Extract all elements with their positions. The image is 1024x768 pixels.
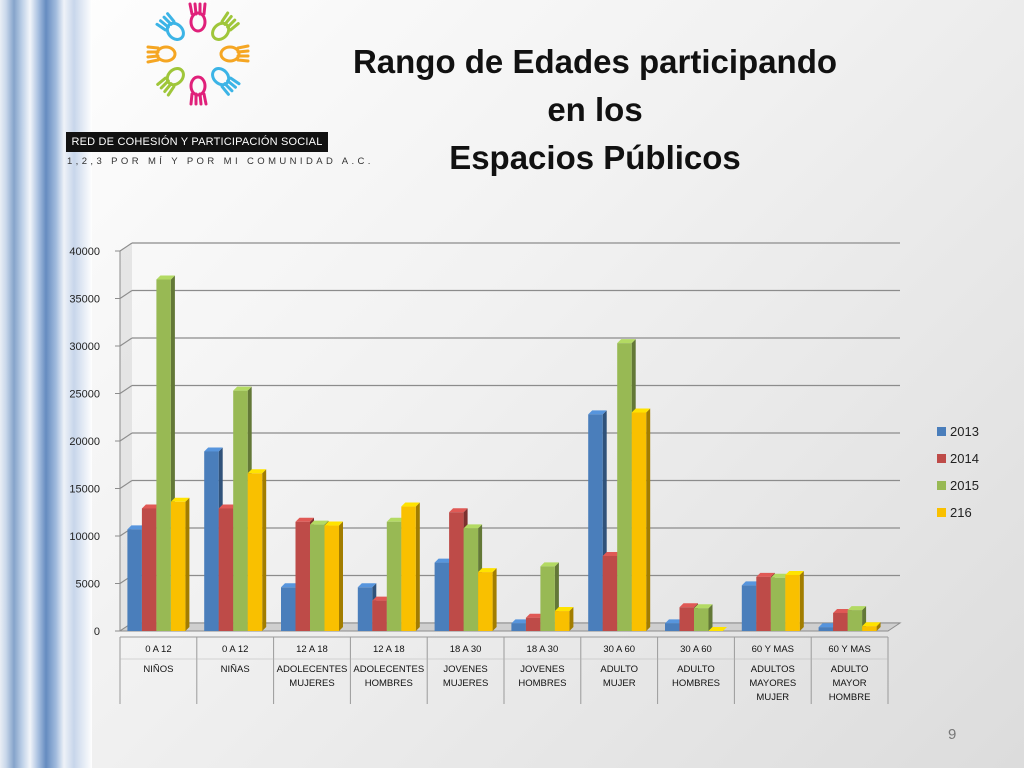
x-group-label: ADOLECENTES [353,664,424,675]
x-tick-label: 12 A 18 [373,644,405,655]
x-group-label: HOMBRE [829,692,871,703]
x-group-label: ADULTOS [751,664,795,675]
x-group-label: ADULTO [831,664,869,675]
x-group-label: MUJER [603,678,636,689]
x-group-label: NIÑAS [221,664,250,675]
chart-title: Rango de Edades participando en los Espa… [330,38,860,182]
logo-band-text: RED DE COHESIÓN Y PARTICIPACIÓN SOCIAL [66,132,328,152]
y-tick-label: 20000 [69,436,100,448]
y-tick-label: 5000 [76,579,100,591]
bar [554,607,574,631]
hand-icon [189,75,208,106]
x-tick-label: 12 A 18 [296,644,328,655]
logo [130,0,270,112]
legend-swatch [937,454,946,463]
hand-icon [146,45,177,64]
chart-title-line2: en los [547,91,643,128]
legend-label: 2014 [950,451,979,466]
gridline-diagonal [119,242,133,252]
x-group-label: JOVENES [443,664,487,675]
x-group-label: HOMBRES [672,678,720,689]
hand-icon [156,67,185,97]
x-group-label: MAYOR [833,678,867,689]
gridline-diagonal [119,385,133,394]
y-tick-label: 25000 [69,389,100,401]
decorative-left-stripe [0,0,92,768]
legend-swatch [937,481,946,490]
x-tick-label: 0 A 12 [145,644,171,655]
x-group-label: MUJERES [289,678,334,689]
y-tick-label: 30000 [69,341,100,353]
bar [324,521,343,631]
logo-subtitle: 1,2,3 POR MÍ Y POR MI COMUNIDAD A.C. [67,156,374,167]
bar [708,627,727,631]
x-tick-label: 60 Y MAS [752,644,794,655]
y-tick-label: 35000 [69,294,100,306]
gridline-diagonal [119,337,133,347]
y-tick-label: 15000 [69,484,100,496]
bar [478,568,497,631]
hand-icon [211,11,240,41]
gridline-diagonal [119,432,133,442]
hand-icon [188,2,207,33]
x-tick-label: 30 A 60 [680,644,712,655]
hand-icon [219,44,250,63]
bar [247,469,267,631]
x-tick-label: 18 A 30 [527,644,559,655]
bar [401,502,420,631]
page-number: 9 [948,726,957,743]
x-group-label: ADULTO [677,664,715,675]
x-group-label: NIÑOS [143,664,173,675]
bar [862,622,881,631]
gridline-diagonal [119,480,133,489]
x-group-label: MAYORES [749,678,796,689]
hands-wreath-logo [146,2,250,106]
gridline-diagonal [119,290,133,299]
x-tick-label: 30 A 60 [603,644,635,655]
bar [631,408,651,631]
bar [694,604,713,631]
x-group-label: MUJERES [443,678,488,689]
legend-label: 2015 [950,478,979,493]
chart-title-line1: Rango de Edades participando [352,43,838,80]
legend-swatch [937,508,946,517]
x-group-label: HOMBRES [365,678,413,689]
x-group-label: ADULTO [600,664,638,675]
bar [785,570,804,631]
chart-title-line3: Espacios Públicos [449,139,741,176]
x-group-label: HOMBRES [518,678,566,689]
y-tick-label: 40000 [69,246,100,258]
x-tick-label: 18 A 30 [450,644,482,655]
x-group-label: MUJER [756,692,789,703]
y-tick-label: 0 [94,626,100,638]
legend-label: 2013 [950,424,979,439]
bar [847,606,867,631]
bar [170,497,190,631]
legend-label: 216 [950,505,972,520]
x-tick-label: 0 A 12 [222,644,248,655]
x-tick-label: 60 Y MAS [828,644,870,655]
x-group-label: ADOLECENTES [277,664,348,675]
y-tick-label: 10000 [69,531,100,543]
x-group-label: JOVENES [520,664,564,675]
legend-swatch [937,427,946,436]
